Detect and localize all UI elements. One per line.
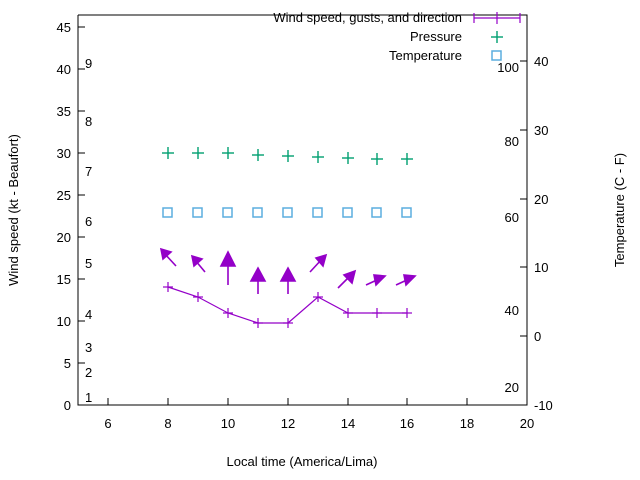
- beaufort-2: 2: [85, 365, 92, 380]
- ytick-35: 35: [57, 104, 71, 119]
- xtick-14: 14: [341, 416, 355, 431]
- wind-direction-arrows: [159, 247, 417, 294]
- ytick-25: 25: [57, 188, 71, 203]
- legend-marker-wind-icon: [473, 12, 521, 24]
- wind-direction-arrow-icon: [159, 247, 177, 267]
- ftick-40: 40: [505, 303, 519, 318]
- xtick-18: 18: [460, 416, 474, 431]
- legend-label-wind: Wind speed, gusts, and direction: [273, 10, 462, 25]
- legend: Wind speed, gusts, and direction Pressur…: [273, 10, 521, 63]
- beaufort-3: 3: [85, 340, 92, 355]
- wind-point: [283, 318, 293, 328]
- pressure-point: [401, 153, 413, 165]
- ctick-10: 10: [534, 260, 548, 275]
- temperature-point: [342, 207, 353, 218]
- x-axis: 6 8 10 12 14 16 18 20: [104, 398, 534, 431]
- legend-label-pressure: Pressure: [410, 29, 462, 44]
- beaufort-9: 9: [85, 56, 92, 71]
- right-axis-fahrenheit: 20 40 60 80 100: [497, 60, 519, 395]
- ytick-5: 5: [64, 356, 71, 371]
- wind-point: [163, 282, 173, 292]
- temperature-point: [162, 207, 173, 218]
- pressure-point: [371, 153, 383, 165]
- x-axis-title: Local time (America/Lima): [227, 454, 378, 469]
- series-pressure: [162, 147, 413, 165]
- xtick-16: 16: [400, 416, 414, 431]
- beaufort-scale: 1 2 3 4 5 6 7 8 9: [85, 56, 92, 405]
- ctick--10: -10: [534, 398, 553, 413]
- temperature-point: [222, 207, 233, 218]
- legend-label-temperature: Temperature: [389, 48, 462, 63]
- wind-point: [223, 308, 233, 318]
- wind-point: [253, 318, 263, 328]
- ytick-20: 20: [57, 230, 71, 245]
- wind-direction-arrow-icon: [219, 250, 237, 285]
- y-axis-title-left: Wind speed (kt - Beaufort): [6, 134, 21, 286]
- beaufort-6: 6: [85, 214, 92, 229]
- wind-direction-arrow-icon: [309, 253, 328, 273]
- y-axis-title-right: Temperature (C - F): [612, 153, 627, 267]
- wind-point: [193, 292, 203, 302]
- ytick-40: 40: [57, 62, 71, 77]
- series-wind-speed: [163, 282, 412, 328]
- plot-frame: [77, 14, 528, 406]
- ytick-30: 30: [57, 146, 71, 161]
- pressure-point: [252, 149, 264, 161]
- pressure-point: [282, 150, 294, 162]
- ytick-10: 10: [57, 314, 71, 329]
- pressure-point: [162, 147, 174, 159]
- temperature-point: [312, 207, 323, 218]
- wind-direction-arrow-icon: [395, 274, 417, 287]
- legend-marker-pressure-icon: [491, 31, 503, 43]
- temperature-point: [252, 207, 263, 218]
- pressure-point: [192, 147, 204, 159]
- xtick-12: 12: [281, 416, 295, 431]
- pressure-point: [342, 152, 354, 164]
- ftick-100: 100: [497, 60, 519, 75]
- xtick-6: 6: [104, 416, 111, 431]
- ctick-20: 20: [534, 192, 548, 207]
- ftick-20: 20: [505, 380, 519, 395]
- pressure-point: [222, 147, 234, 159]
- beaufort-4: 4: [85, 307, 92, 322]
- wind-direction-arrow-icon: [337, 269, 357, 289]
- left-axis-knots: 0 5 10 15 20 25 30 35 40 45: [57, 20, 85, 413]
- wind-direction-arrow-icon: [190, 254, 206, 273]
- ctick-30: 30: [534, 123, 548, 138]
- wind-direction-arrow-icon: [249, 266, 267, 294]
- wind-point: [402, 308, 412, 318]
- legend-marker-temperature-icon: [491, 50, 502, 61]
- temperature-point: [401, 207, 412, 218]
- ytick-0: 0: [64, 398, 71, 413]
- ytick-45: 45: [57, 20, 71, 35]
- beaufort-8: 8: [85, 114, 92, 129]
- temperature-point: [192, 207, 203, 218]
- wind-point: [372, 308, 382, 318]
- wind-point: [313, 292, 323, 302]
- beaufort-1: 1: [85, 390, 92, 405]
- beaufort-5: 5: [85, 256, 92, 271]
- ftick-60: 60: [505, 210, 519, 225]
- beaufort-7: 7: [85, 164, 92, 179]
- temperature-point: [282, 207, 293, 218]
- xtick-8: 8: [164, 416, 171, 431]
- ftick-80: 80: [505, 134, 519, 149]
- series-temperature: [162, 207, 412, 218]
- ytick-15: 15: [57, 272, 71, 287]
- wind-direction-arrow-icon: [279, 266, 297, 294]
- xtick-20: 20: [520, 416, 534, 431]
- ctick-0: 0: [534, 329, 541, 344]
- wind-direction-arrow-icon: [365, 274, 387, 287]
- wind-point: [343, 308, 353, 318]
- right-axis-celsius: -10 0 10 20 30 40: [520, 54, 553, 413]
- ctick-40: 40: [534, 54, 548, 69]
- xtick-10: 10: [221, 416, 235, 431]
- temperature-point: [371, 207, 382, 218]
- pressure-point: [312, 151, 324, 163]
